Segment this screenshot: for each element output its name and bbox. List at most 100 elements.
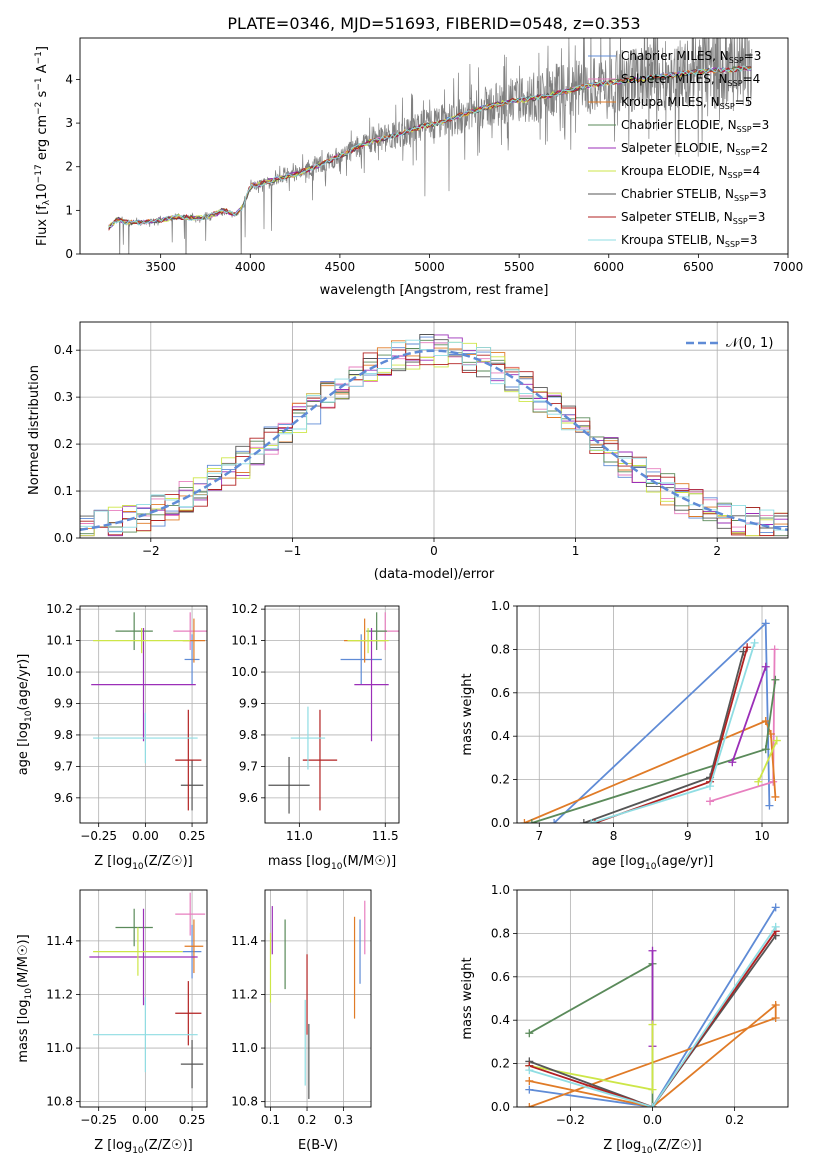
series-marker [761,619,770,628]
x-tick-label: 0 [430,544,438,558]
x-axis-label: Z [log10(Z/Z☉)] [603,1138,701,1156]
x-tick-label: 7 [535,829,543,843]
x-tick-label: 4000 [235,260,266,274]
series-line [731,666,767,763]
point-salpeter-miles [173,612,207,651]
series-line [528,935,777,1107]
histogram-kroupa-elodie [80,341,788,537]
series-marker [527,819,536,823]
series-marker [525,1103,534,1107]
y-tick-label: 9.7 [54,759,73,773]
series-marker [525,1076,534,1085]
series-salpeter-elodie [728,662,770,767]
x-tick-label: 10 [754,829,769,843]
y-tick-label: 11.4 [231,934,258,948]
legend-label: Chabrier STELIB, NSSP=3 [621,187,767,203]
x-tick-label: 5500 [504,260,535,274]
point-chabrier-stelib [268,756,310,814]
y-tick-label: 0.2 [54,437,73,451]
series-marker [648,1020,657,1029]
point-salpeter-elodie [354,628,389,742]
series-kroupa-elodie [754,736,781,786]
histogram-salpeter-elodie [80,334,788,537]
histogram-salpeter-stelib [80,349,788,537]
y-tick-label: 0.8 [491,926,510,940]
point-salpeter-miles [175,892,206,936]
legend-label: Chabrier MILES, NSSP=3 [621,49,761,65]
point-chabrier-miles [340,634,382,685]
point-chabrier-stelib [180,1040,204,1089]
x-axis-label: Z [log10(Z/Z☉)] [94,1138,192,1156]
histogram-kroupa-stelib [80,339,788,533]
x-tick-label: 0.25 [179,1113,206,1127]
series-salpeter-stelib [590,643,752,823]
series-marker [750,638,759,647]
y-tick-label: 0 [65,247,73,261]
series-marker [761,662,770,671]
x-tick-label: 0.3 [334,1113,353,1127]
age-vs-mass-frame [264,605,400,824]
y-tick-label: 10.1 [231,634,258,648]
legend-label: Kroupa MILES, NSSP=5 [621,95,752,111]
y-tick-label: 11.0 [46,1041,73,1055]
series-marker [550,819,559,823]
point-kroupa-elodie [347,628,389,654]
y-tick-label: 0.0 [491,816,510,830]
x-tick-label: −0.25 [80,1113,117,1127]
point-kroupa-stelib [93,712,198,764]
legend-label: Kroupa ELODIE, NSSP=4 [621,164,760,180]
x-tick-label: 5000 [414,260,445,274]
y-tick-label: 0.3 [54,390,73,404]
y-tick-label: 0.2 [491,1057,510,1071]
series-line [529,930,777,1107]
figure-title: PLATE=0346, MJD=51693, FIBERID=0548, z=0… [227,14,640,33]
x-tick-label: 0.2 [725,1113,744,1127]
y-axis-label: age [log10(age/yr)] [16,654,34,776]
series-marker [587,819,596,823]
x-tick-label: 7000 [773,260,804,274]
y-tick-label: 0.1 [54,484,73,498]
x-tick-label: 6500 [683,260,714,274]
y-tick-label: 10.0 [231,665,258,679]
series-marker [648,1085,657,1094]
point-salpeter-stelib [175,709,202,811]
point-chabrier-miles [184,634,200,685]
series-marker [706,797,715,806]
observed-spectrum [108,38,753,254]
legend-label: Kroupa STELIB, NSSP=3 [621,233,758,249]
series-marker [771,675,780,684]
point-salpeter-elodie [89,908,198,1006]
y-tick-label: 3 [65,116,73,130]
spectrum-legend: Chabrier MILES, NSSP=3 Salpeter MILES, NS… [588,49,769,249]
series-marker [771,903,780,912]
point-kroupa-elodie [93,628,191,654]
point-chabrier-elodie [115,612,153,651]
y-tick-label: 0.4 [54,343,73,357]
point-chabrier-miles [182,924,202,979]
y-axis-label: Normed distribution [27,365,42,495]
y-tick-label: 11.4 [46,934,73,948]
y-tick-label: 9.9 [239,696,258,710]
series-marker [769,777,778,786]
series-marker [765,801,774,810]
x-axis-label: age [log10(age/yr)] [592,854,714,872]
x-tick-label: 0.2 [297,1113,316,1127]
y-tick-label: 9.8 [239,728,258,742]
x-tick-label: 0.00 [132,829,159,843]
y-tick-label: 10.2 [46,602,73,616]
x-tick-label: 9 [684,829,692,843]
series-marker [590,819,599,823]
point-salpeter-stelib [175,981,202,1046]
histogram-chabrier-stelib [80,334,788,529]
mass-vs-ebv-frame [264,889,372,1108]
x-tick-label: 11.0 [286,829,313,843]
series-marker [771,922,780,931]
y-tick-label: 9.7 [239,759,258,773]
x-tick-label: 6000 [593,260,624,274]
x-tick-label: 1 [572,544,580,558]
panels: 3500 4000 4500 5000 5500 6000 6500 7000 0 1 2 3 4 Cha… [16,37,804,1156]
y-tick-label: 0.4 [491,1013,510,1027]
y-tick-label: 1.0 [491,599,510,613]
x-tick-label: 11.5 [372,829,399,843]
residuals-axes: −2 −1 0 1 2 0.0 0.1 0.2 0.3 0.4 𝒩(0, 1) (data-model… [27,321,789,582]
